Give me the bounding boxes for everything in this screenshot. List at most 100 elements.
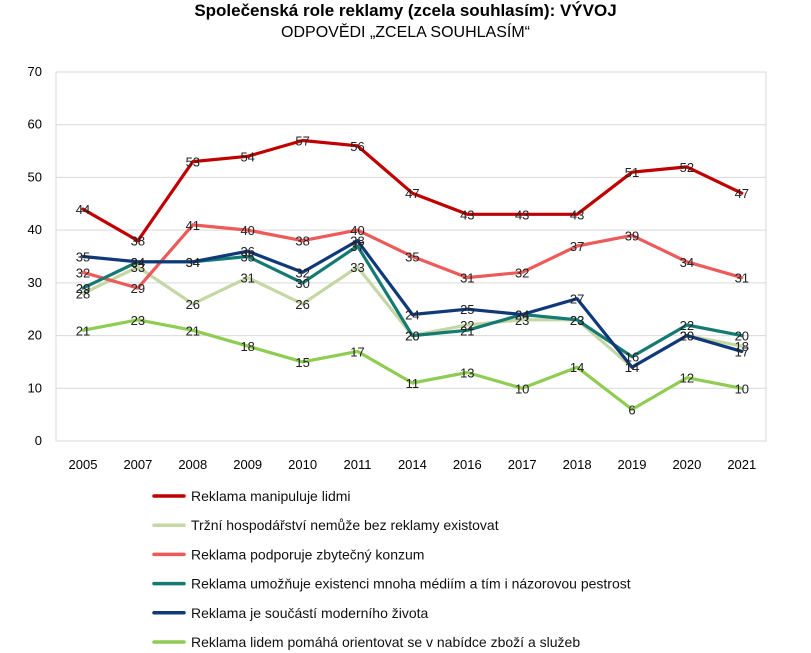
series-line-3 (81, 223, 744, 290)
data-label: 26 (186, 297, 200, 312)
data-label: 38 (295, 234, 309, 249)
x-tick-label: 2014 (398, 457, 427, 472)
data-label: 28 (76, 286, 90, 301)
data-label: 36 (240, 244, 254, 259)
data-label: 44 (76, 202, 90, 217)
data-label: 34 (186, 255, 200, 270)
x-tick-label: 2005 (69, 457, 98, 472)
data-label: 38 (131, 234, 145, 249)
y-tick-label: 60 (28, 117, 42, 132)
data-label: 33 (350, 260, 364, 275)
chart-subtitle: ODPOVĚDI „ZCELA SOUHLASÍM“ (281, 24, 530, 41)
data-label: 34 (680, 255, 694, 270)
data-label: 13 (460, 365, 474, 380)
data-label: 34 (186, 255, 200, 270)
data-label: 47 (405, 186, 419, 201)
x-tick-label: 2020 (672, 457, 701, 472)
series-line-5 (81, 239, 744, 369)
data-label: 26 (295, 297, 309, 312)
x-tick-label: 2009 (233, 457, 262, 472)
y-tick-label: 30 (28, 275, 42, 290)
y-tick-label: 20 (28, 328, 42, 343)
series-line-6 (81, 318, 744, 411)
data-label: 29 (131, 281, 145, 296)
data-label: 43 (515, 207, 529, 222)
data-label: 23 (570, 313, 584, 328)
data-label: 14 (625, 360, 639, 375)
data-label: 18 (240, 339, 254, 354)
data-label: 21 (460, 323, 474, 338)
data-label: 20 (680, 329, 694, 344)
y-tick-label: 10 (28, 380, 42, 395)
data-label: 27 (570, 292, 584, 307)
data-label: 20 (735, 329, 749, 344)
data-label: 10 (515, 381, 529, 396)
x-tick-label: 2008 (178, 457, 207, 472)
data-label: 34 (131, 255, 145, 270)
data-label: 20 (405, 329, 419, 344)
data-label: 53 (186, 155, 200, 170)
data-label: 54 (240, 149, 254, 164)
data-label: 17 (350, 344, 364, 359)
data-label: 32 (515, 265, 529, 280)
data-label: 35 (240, 250, 254, 265)
x-tick-label: 2011 (344, 457, 372, 472)
data-label: 32 (295, 265, 309, 280)
data-label: 57 (295, 134, 309, 149)
data-label: 51 (625, 165, 639, 180)
data-label: 33 (131, 260, 145, 275)
data-label: 23 (131, 313, 145, 328)
data-label: 14 (625, 360, 639, 375)
data-label: 24 (515, 307, 529, 322)
data-label: 47 (735, 186, 749, 201)
data-label: 20 (680, 329, 694, 344)
x-tick-label: 2019 (618, 457, 647, 472)
legend-entry-label: Reklama je součástí moderního života (191, 605, 429, 621)
data-label: 56 (350, 139, 364, 154)
plot-area (55, 71, 767, 442)
data-label: 29 (76, 281, 90, 296)
data-label: 40 (350, 223, 364, 238)
data-label: 41 (186, 218, 200, 233)
data-label: 31 (735, 271, 749, 286)
chart-title: Společenská role reklamy (zcela souhlasí… (194, 1, 617, 20)
x-tick-label: 2018 (563, 457, 592, 472)
data-label: 16 (625, 350, 639, 365)
y-tick-label: 50 (28, 169, 42, 184)
data-label: 40 (240, 223, 254, 238)
data-label: 23 (570, 313, 584, 328)
data-label: 21 (186, 323, 200, 338)
legend-entry-label: Reklama umožňuje existenci mnoha médiím … (191, 576, 631, 592)
data-label: 25 (460, 302, 474, 317)
data-label: 32 (76, 265, 90, 280)
legend-entry-label: Reklama lidem pomáhá orientovat se v nab… (191, 634, 580, 650)
data-label: 20 (405, 329, 419, 344)
data-label: 24 (515, 307, 529, 322)
data-label: 43 (570, 207, 584, 222)
legend-entry-label: Reklama podporuje zbytečný konzum (191, 546, 424, 562)
x-tick-label: 2010 (288, 457, 317, 472)
data-label: 39 (625, 228, 639, 243)
y-tick-label: 0 (35, 433, 42, 448)
data-label: 18 (735, 339, 749, 354)
data-label: 10 (735, 381, 749, 396)
data-label: 52 (680, 160, 694, 175)
y-tick-label: 40 (28, 222, 42, 237)
data-label: 31 (240, 271, 254, 286)
data-label: 35 (76, 250, 90, 265)
legend-entry-label: Reklama manipuluje lidmi (191, 488, 351, 504)
data-label: 24 (405, 307, 419, 322)
data-label: 34 (131, 255, 145, 270)
data-label: 12 (680, 371, 694, 386)
data-label: 6 (628, 402, 635, 417)
data-label: 17 (735, 344, 749, 359)
data-label: 37 (350, 239, 364, 254)
data-label: 11 (406, 376, 420, 391)
data-label: 30 (295, 276, 309, 291)
data-label: 35 (405, 250, 419, 265)
data-label: 14 (570, 360, 584, 375)
series-line-1 (81, 138, 744, 243)
x-tick-label: 2016 (453, 457, 482, 472)
